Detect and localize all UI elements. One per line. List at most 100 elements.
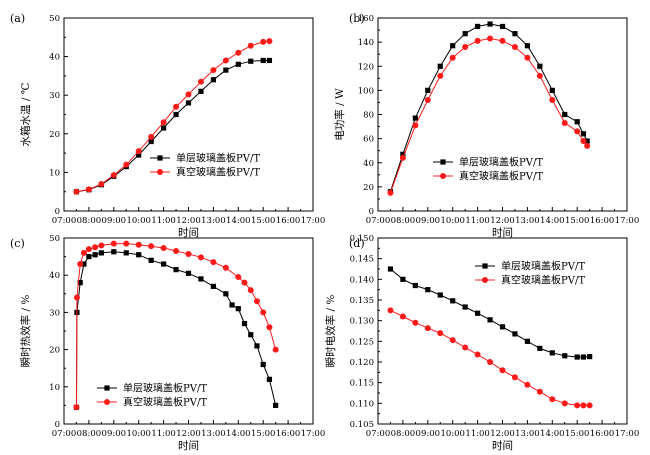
x-tick-label: 12:00 (490, 216, 515, 226)
x-tick-label: 10:00 (126, 429, 151, 439)
x-tick-label: 14:00 (540, 429, 565, 439)
data-point (247, 42, 254, 49)
panel-label: (c) (10, 237, 25, 250)
data-point (512, 31, 518, 37)
data-point (400, 276, 406, 282)
x-axis-label: 时间 (178, 439, 199, 451)
x-tick-label: 15:00 (565, 216, 590, 226)
x-tick-label: 13:00 (515, 216, 540, 226)
data-point (499, 324, 506, 330)
data-point (549, 350, 555, 356)
data-point (173, 248, 180, 255)
y-tick-label: 160 (358, 14, 374, 24)
data-point (73, 188, 80, 195)
x-tick-label: 13:00 (201, 429, 226, 439)
y-tick-label: 40 (49, 53, 60, 63)
y-tick-label: 20 (49, 346, 60, 356)
data-point (235, 49, 242, 56)
legend-label: 单层玻璃盖板PV/T (176, 152, 260, 165)
data-point (412, 319, 419, 326)
data-point (185, 91, 192, 98)
y-tick-label: 50 (49, 14, 60, 24)
x-tick-label: 12:00 (176, 216, 201, 226)
data-point (511, 374, 518, 381)
series-line (390, 309, 590, 406)
panel-2: 07:00 08:00 09:00 10:00 11:00 12:00 13:00 14:00… (333, 12, 639, 239)
x-axis-label: 时间 (492, 226, 513, 239)
data-point (462, 43, 469, 50)
y-tick-label: 0.110 (350, 399, 374, 409)
data-point (580, 354, 587, 360)
x-tick-label: 17:00 (615, 429, 640, 439)
x-tick-label: 07:00 (366, 429, 391, 439)
x-tick-label: 14:00 (226, 216, 251, 226)
y-tick-label: 0 (55, 420, 60, 430)
y-tick-label: 0.115 (350, 379, 374, 389)
legend-marker (482, 277, 488, 283)
y-tick-label: 30 (49, 91, 60, 101)
y-tick-label: 0.120 (350, 358, 374, 368)
x-tick-label: 17:00 (615, 216, 640, 226)
data-point (437, 72, 444, 79)
data-point (229, 302, 235, 308)
data-point (241, 320, 248, 327)
data-point (148, 243, 155, 250)
data-point (549, 87, 555, 93)
data-point (387, 266, 394, 272)
data-point (536, 388, 543, 395)
data-point (73, 404, 80, 411)
data-point (524, 54, 531, 61)
data-point (537, 63, 543, 69)
data-point (148, 133, 155, 140)
data-point (77, 280, 83, 286)
x-tick-label: 10:00 (440, 429, 465, 439)
x-tick-label: 10:00 (126, 216, 151, 226)
data-point (511, 43, 518, 50)
legend-label: 单层玻璃盖板PV/T (123, 382, 207, 395)
legend-label: 单层玻璃盖板PV/T (501, 260, 585, 273)
x-tick-label: 07:00 (366, 216, 391, 226)
y-tick-label: 0 (55, 207, 60, 217)
data-point (160, 119, 167, 126)
data-point (399, 154, 406, 161)
y-tick-label: 0.145 (350, 255, 374, 265)
x-tick-label: 08:00 (391, 216, 416, 226)
legend-marker (157, 155, 163, 161)
x-tick-label: 17:00 (301, 429, 326, 439)
y-tick-label: 80 (363, 111, 374, 121)
data-point (173, 267, 179, 273)
data-point (487, 317, 493, 323)
x-tick-label: 10:00 (440, 216, 465, 226)
data-point (424, 97, 431, 104)
legend-marker (157, 169, 163, 175)
data-point (248, 58, 254, 64)
data-point (512, 331, 518, 337)
data-point (437, 330, 444, 337)
y-tick-label: 40 (49, 271, 60, 281)
y-tick-label: 0.105 (350, 420, 374, 430)
legend-marker (104, 399, 110, 405)
data-point (549, 97, 556, 104)
x-tick-label: 16:00 (590, 216, 615, 226)
data-point (561, 119, 568, 126)
y-tick-label: 0.140 (350, 275, 374, 285)
x-tick-label: 16:00 (276, 429, 301, 439)
data-point (574, 354, 580, 360)
data-point (197, 254, 204, 261)
data-point (210, 67, 217, 74)
x-axis-label: 时间 (178, 226, 199, 239)
data-point (92, 252, 98, 258)
data-point (223, 67, 229, 73)
data-point (110, 240, 117, 247)
x-tick-label: 15:00 (251, 216, 276, 226)
data-point (110, 172, 117, 179)
legend-label: 单层玻璃盖板PV/T (459, 156, 543, 169)
data-point (148, 257, 154, 263)
x-tick-label: 09:00 (416, 429, 441, 439)
data-point (462, 304, 468, 310)
x-tick-label: 14:00 (540, 216, 565, 226)
data-point (247, 287, 254, 294)
data-point (412, 115, 418, 121)
